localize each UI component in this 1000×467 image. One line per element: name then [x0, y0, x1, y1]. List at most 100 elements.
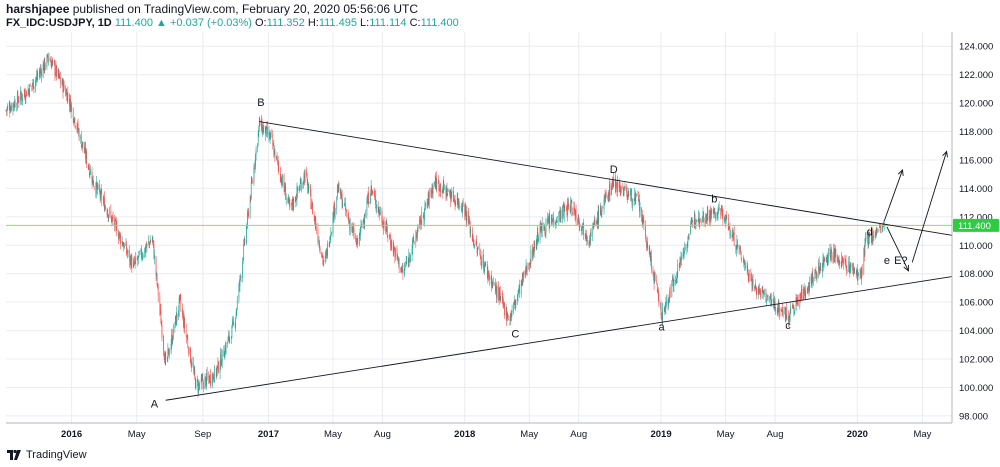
candle-body: [243, 238, 245, 244]
candle-body: [325, 253, 327, 257]
candle-body: [712, 210, 714, 212]
candle-body: [315, 228, 317, 230]
author-name[interactable]: harshjapee: [6, 2, 70, 16]
candle-body: [724, 217, 725, 222]
candle-body: [732, 232, 733, 237]
candle-body: [555, 223, 556, 225]
candle-body: [791, 305, 793, 307]
candle-body: [385, 222, 387, 231]
candle-body: [827, 260, 829, 262]
candle-body: [243, 244, 245, 259]
y-tick-label: 122.000: [959, 70, 993, 81]
candle-body: [99, 192, 101, 198]
candle-body: [187, 347, 189, 354]
candle-body: [604, 196, 605, 200]
candle-body: [635, 196, 637, 202]
candle-body: [242, 260, 243, 278]
candle-body: [664, 307, 666, 310]
candle-body: [597, 211, 598, 226]
candle-body: [130, 257, 132, 268]
candle-body: [839, 261, 840, 265]
candle-body: [417, 225, 419, 232]
candle-body: [695, 219, 697, 225]
candle-body: [247, 211, 249, 214]
candle-body: [225, 342, 227, 353]
candle-body: [751, 279, 753, 288]
candle-body: [36, 75, 38, 79]
candle-body: [781, 310, 783, 311]
candle-body: [141, 256, 143, 259]
candle-body: [825, 259, 827, 261]
candle-body: [558, 211, 560, 221]
candle-body: [92, 175, 94, 185]
symbol-label[interactable]: FX_IDC:USDJPY, 1D: [6, 17, 112, 29]
candle-body: [423, 217, 425, 220]
candle-body: [856, 270, 858, 280]
candle-body: [246, 227, 247, 244]
candle-body: [180, 299, 182, 308]
candle-body: [649, 248, 651, 257]
candle-body: [883, 224, 885, 226]
candle-body: [536, 240, 538, 245]
wave-label: d: [867, 226, 873, 238]
candle-body: [427, 201, 428, 205]
candle-body: [312, 202, 313, 215]
candle-body: [819, 266, 821, 269]
candle-body: [485, 262, 487, 266]
candle-body: [784, 309, 786, 322]
candle-body: [396, 248, 398, 256]
y-tick-label: 104.000: [959, 326, 993, 337]
candle-body: [240, 276, 241, 277]
candle-body: [112, 216, 113, 218]
candle-body: [379, 212, 381, 216]
candle-body: [392, 240, 394, 252]
footer-brand[interactable]: TradingView: [26, 449, 87, 461]
candle-body: [424, 209, 425, 221]
candle-body: [428, 192, 430, 205]
candle-body: [413, 241, 415, 243]
candle-body: [684, 247, 686, 251]
candle-body: [372, 191, 374, 192]
candle-body: [844, 258, 846, 260]
candle-body: [96, 181, 97, 195]
candle-body: [59, 74, 61, 78]
candle-body: [319, 249, 321, 253]
candle-body: [566, 208, 567, 209]
candle-body: [762, 289, 764, 292]
candle-body: [797, 298, 799, 307]
candle-body: [355, 239, 357, 240]
candle-body: [100, 188, 102, 194]
candle-body: [548, 219, 549, 221]
candle-body: [850, 267, 851, 272]
candle-body: [157, 283, 159, 285]
candle-body: [159, 295, 161, 311]
candle-body: [254, 167, 255, 169]
candle-body: [102, 201, 104, 202]
candle-body: [201, 378, 203, 380]
candle-body: [73, 117, 75, 121]
candle-body: [611, 185, 612, 195]
candle-body: [97, 185, 98, 190]
candle-body: [311, 207, 312, 210]
candle-body: [608, 193, 610, 196]
candle-body: [733, 231, 735, 246]
candle-body: [126, 244, 127, 253]
candle-body: [110, 210, 112, 216]
candle-body: [206, 373, 207, 386]
candle-body: [50, 59, 51, 63]
candle-body: [464, 207, 466, 215]
candle-body: [32, 85, 33, 86]
candle-body: [507, 316, 509, 319]
wave-label: C: [511, 329, 519, 341]
candle-body: [809, 281, 810, 292]
candle-body: [831, 249, 832, 254]
candle-body: [589, 240, 590, 245]
candle-body: [28, 90, 30, 96]
candle-body: [624, 185, 626, 189]
price-chart[interactable]: A B C Da b c d e E? 98.000 100.000 102.000 104.000 1…: [0, 0, 1000, 446]
candle-body: [43, 58, 45, 71]
candle-body: [472, 236, 474, 242]
candle-body: [649, 256, 651, 261]
tradingview-logo-icon[interactable]: [6, 449, 22, 461]
candle-body: [835, 249, 837, 263]
